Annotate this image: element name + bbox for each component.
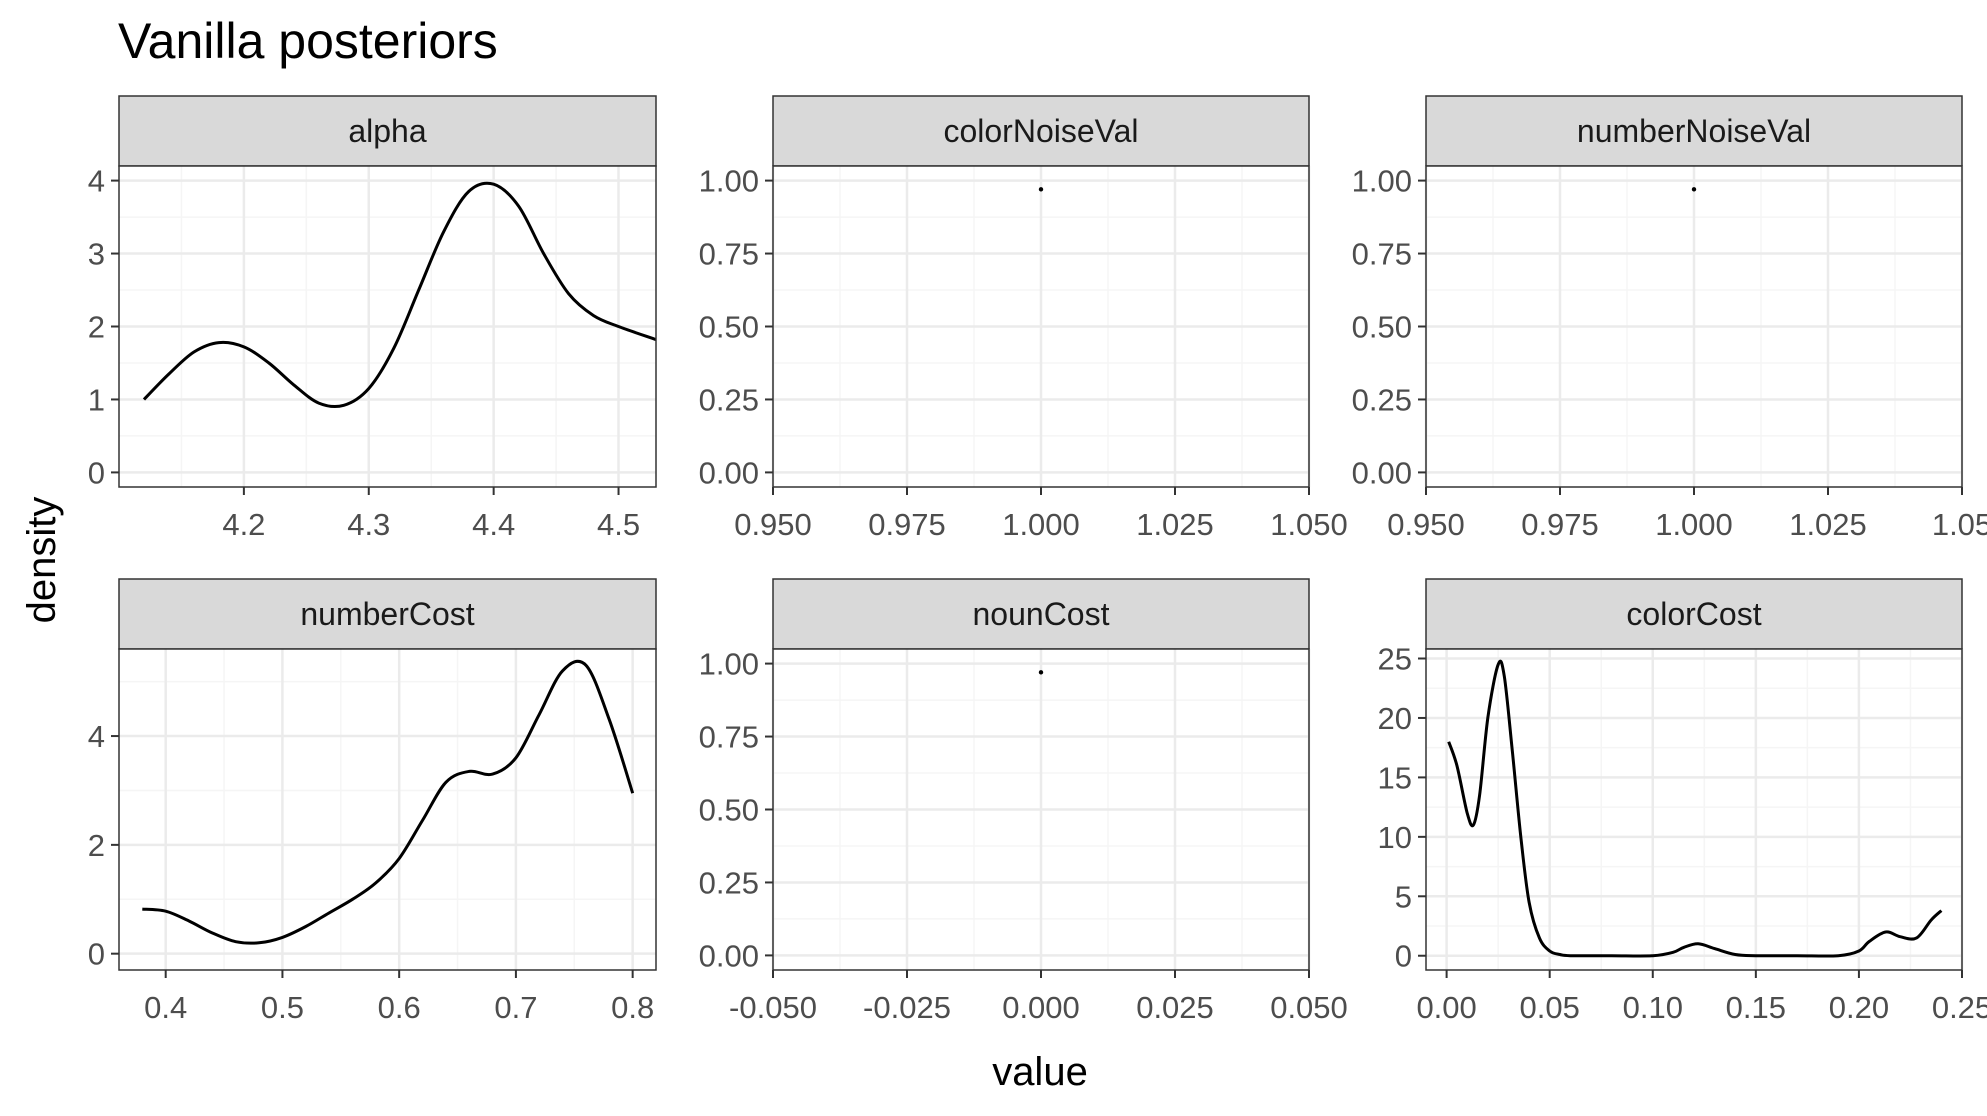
x-tick-label: 0.10 (1623, 990, 1683, 1025)
y-tick-label: 1.00 (699, 647, 759, 682)
x-tick-label: 0.05 (1520, 990, 1580, 1025)
x-tick-label: 0.8 (611, 990, 654, 1025)
density-line-colorCost (1447, 659, 1943, 958)
y-tick-label: 0.25 (699, 865, 759, 900)
x-tick-label: 0.975 (1521, 507, 1599, 542)
y-tick-label: 15 (1378, 760, 1412, 795)
density-point-colorNoiseVal (1038, 187, 1044, 192)
y-axis-title: density (20, 497, 64, 624)
y-tick-label: 2 (88, 828, 105, 863)
facet-strip-label: colorCost (1626, 596, 1761, 632)
y-tick-label: 3 (88, 237, 105, 272)
x-tick-label: -0.050 (729, 990, 817, 1025)
facet-nounCost: nounCost 0.00 0.25 0.50 0.75 1.00 -0.050 -0.025… (699, 578, 1348, 1025)
facet-strip (118, 578, 657, 650)
facet-strip (1425, 95, 1963, 167)
facet-strip-label: nounCost (973, 596, 1110, 632)
y-tick-label: 0.00 (699, 938, 759, 973)
density-line-alpha (142, 181, 657, 409)
x-tick-label: 0.025 (1136, 990, 1214, 1025)
y-tick-label: 20 (1378, 701, 1412, 736)
facet-strip (772, 95, 1310, 167)
panel-frame (118, 648, 657, 971)
x-tick-label: 0.15 (1726, 990, 1786, 1025)
facet-strip-label: colorNoiseVal (943, 113, 1138, 149)
facet-strip-label: numberCost (300, 596, 474, 632)
y-tick-label: 0.50 (699, 793, 759, 828)
y-tick-label: 5 (1395, 879, 1412, 914)
y-tick-label: 0.25 (699, 382, 759, 417)
panel-frame (1425, 648, 1963, 971)
x-tick-label: 0.5 (261, 990, 304, 1025)
panel-background (119, 649, 656, 970)
y-tick-label: 0.00 (1352, 455, 1412, 490)
facet-numberNoiseVal: numberNoiseVal 0.00 0.25 0.50 0.75 1.00 0.950 0… (1352, 95, 1987, 542)
facet-strip-label: alpha (348, 113, 427, 149)
x-tick-label: 0.050 (1270, 990, 1348, 1025)
y-tick-label: 25 (1378, 642, 1412, 677)
x-tick-label: 0.6 (378, 990, 421, 1025)
density-line-numberCost (142, 659, 635, 945)
x-tick-label: 0.4 (144, 990, 187, 1025)
y-tick-label: 0 (1395, 939, 1412, 974)
x-tick-label: 1.025 (1789, 507, 1867, 542)
facet-strip (772, 578, 1310, 650)
density-point-nounCost (1038, 670, 1044, 675)
x-tick-label: 0.7 (494, 990, 537, 1025)
y-tick-label: 0 (88, 455, 105, 490)
facet-numberCost: numberCost 0 2 4 0.4 0.5 0.6 0.7 0.8 (88, 578, 657, 1025)
y-tick-label: 1.00 (699, 164, 759, 199)
x-tick-label: 0.975 (868, 507, 946, 542)
y-tick-label: 1.00 (1352, 164, 1412, 199)
x-tick-label: 0.00 (1416, 990, 1476, 1025)
facet-strip (1425, 578, 1963, 650)
y-tick-label: 0.00 (699, 455, 759, 490)
x-tick-label: 4.2 (222, 507, 265, 542)
y-tick-label: 0.50 (1352, 310, 1412, 345)
x-tick-label: 1.05 (1932, 507, 1987, 542)
y-tick-label: 0.75 (699, 237, 759, 272)
x-tick-label: 0.20 (1829, 990, 1889, 1025)
x-tick-label: 4.3 (347, 507, 390, 542)
x-tick-label: 4.4 (472, 507, 515, 542)
facet-alpha: alpha 0 1 2 3 4 4.2 4.3 4.4 4.5 (88, 95, 657, 542)
density-point-numberNoiseVal (1691, 187, 1697, 192)
x-tick-label: 4.5 (597, 507, 640, 542)
y-tick-label: 2 (88, 310, 105, 345)
x-tick-label: 1.000 (1002, 507, 1080, 542)
y-tick-label: 0.25 (1352, 382, 1412, 417)
y-tick-label: 10 (1378, 820, 1412, 855)
x-tick-label: 0.25 (1932, 990, 1987, 1025)
facet-strip (118, 95, 657, 167)
facet-colorNoiseVal: colorNoiseVal 0.00 0.25 0.50 0.75 1.00 0.950 0.… (699, 95, 1348, 542)
y-tick-label: 1 (88, 382, 105, 417)
x-axis-title: value (992, 1050, 1088, 1094)
facet-strip-label: numberNoiseVal (1577, 113, 1811, 149)
x-tick-label: -0.025 (863, 990, 951, 1025)
x-tick-label: 0.950 (1387, 507, 1465, 542)
y-tick-label: 0.75 (699, 720, 759, 755)
y-tick-label: 4 (88, 719, 105, 754)
chart-title: Vanilla posteriors (118, 13, 498, 69)
facet-colorCost: colorCost 0 5 10 15 20 25 0.00 0.05 0.10 0.15 0.20 0… (1378, 578, 1987, 1025)
panel-background (1426, 649, 1962, 970)
y-tick-label: 0.50 (699, 310, 759, 345)
x-tick-label: 0.000 (1002, 990, 1080, 1025)
y-tick-label: 0.75 (1352, 237, 1412, 272)
x-tick-label: 1.050 (1270, 507, 1348, 542)
y-tick-label: 4 (88, 164, 105, 199)
x-tick-label: 1.000 (1655, 507, 1733, 542)
y-tick-label: 0 (88, 937, 105, 972)
x-tick-label: 0.950 (734, 507, 812, 542)
x-tick-label: 1.025 (1136, 507, 1214, 542)
